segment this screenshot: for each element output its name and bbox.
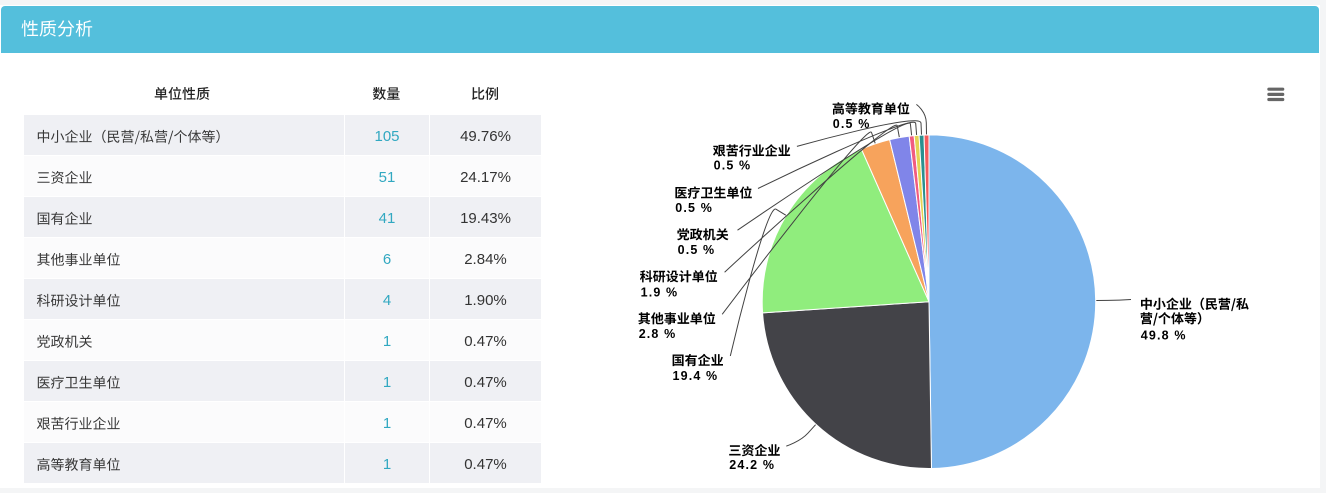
svg-text:0.5 %: 0.5 %: [675, 201, 713, 215]
svg-text:0.5 %: 0.5 %: [833, 117, 871, 131]
svg-text:19.4 %: 19.4 %: [673, 369, 719, 383]
svg-text:2.84%: 2.84%: [464, 251, 507, 268]
svg-text:1: 1: [383, 374, 391, 391]
svg-text:0.5 %: 0.5 %: [678, 243, 716, 257]
svg-text:2.8 %: 2.8 %: [639, 327, 677, 341]
svg-text:1.90%: 1.90%: [464, 292, 507, 309]
svg-text:41: 41: [379, 210, 396, 227]
svg-text:1.9 %: 1.9 %: [641, 286, 679, 300]
svg-text:24.17%: 24.17%: [460, 169, 511, 186]
svg-text:0.5 %: 0.5 %: [714, 159, 752, 173]
svg-text:0.47%: 0.47%: [464, 415, 507, 432]
svg-text:24.2 %: 24.2 %: [729, 458, 775, 472]
svg-text:19.43%: 19.43%: [460, 210, 511, 227]
svg-text:0.47%: 0.47%: [464, 374, 507, 391]
svg-text:1: 1: [383, 456, 391, 473]
svg-text:0.47%: 0.47%: [464, 456, 507, 473]
svg-text:51: 51: [379, 169, 396, 186]
svg-text:105: 105: [374, 128, 399, 145]
svg-text:49.76%: 49.76%: [460, 128, 511, 145]
svg-text:4: 4: [383, 292, 391, 309]
svg-text:1: 1: [383, 333, 391, 350]
svg-text:6: 6: [383, 251, 391, 268]
svg-text:49.8 %: 49.8 %: [1141, 329, 1187, 343]
svg-text:1: 1: [383, 415, 391, 432]
svg-text:0.47%: 0.47%: [464, 333, 507, 350]
